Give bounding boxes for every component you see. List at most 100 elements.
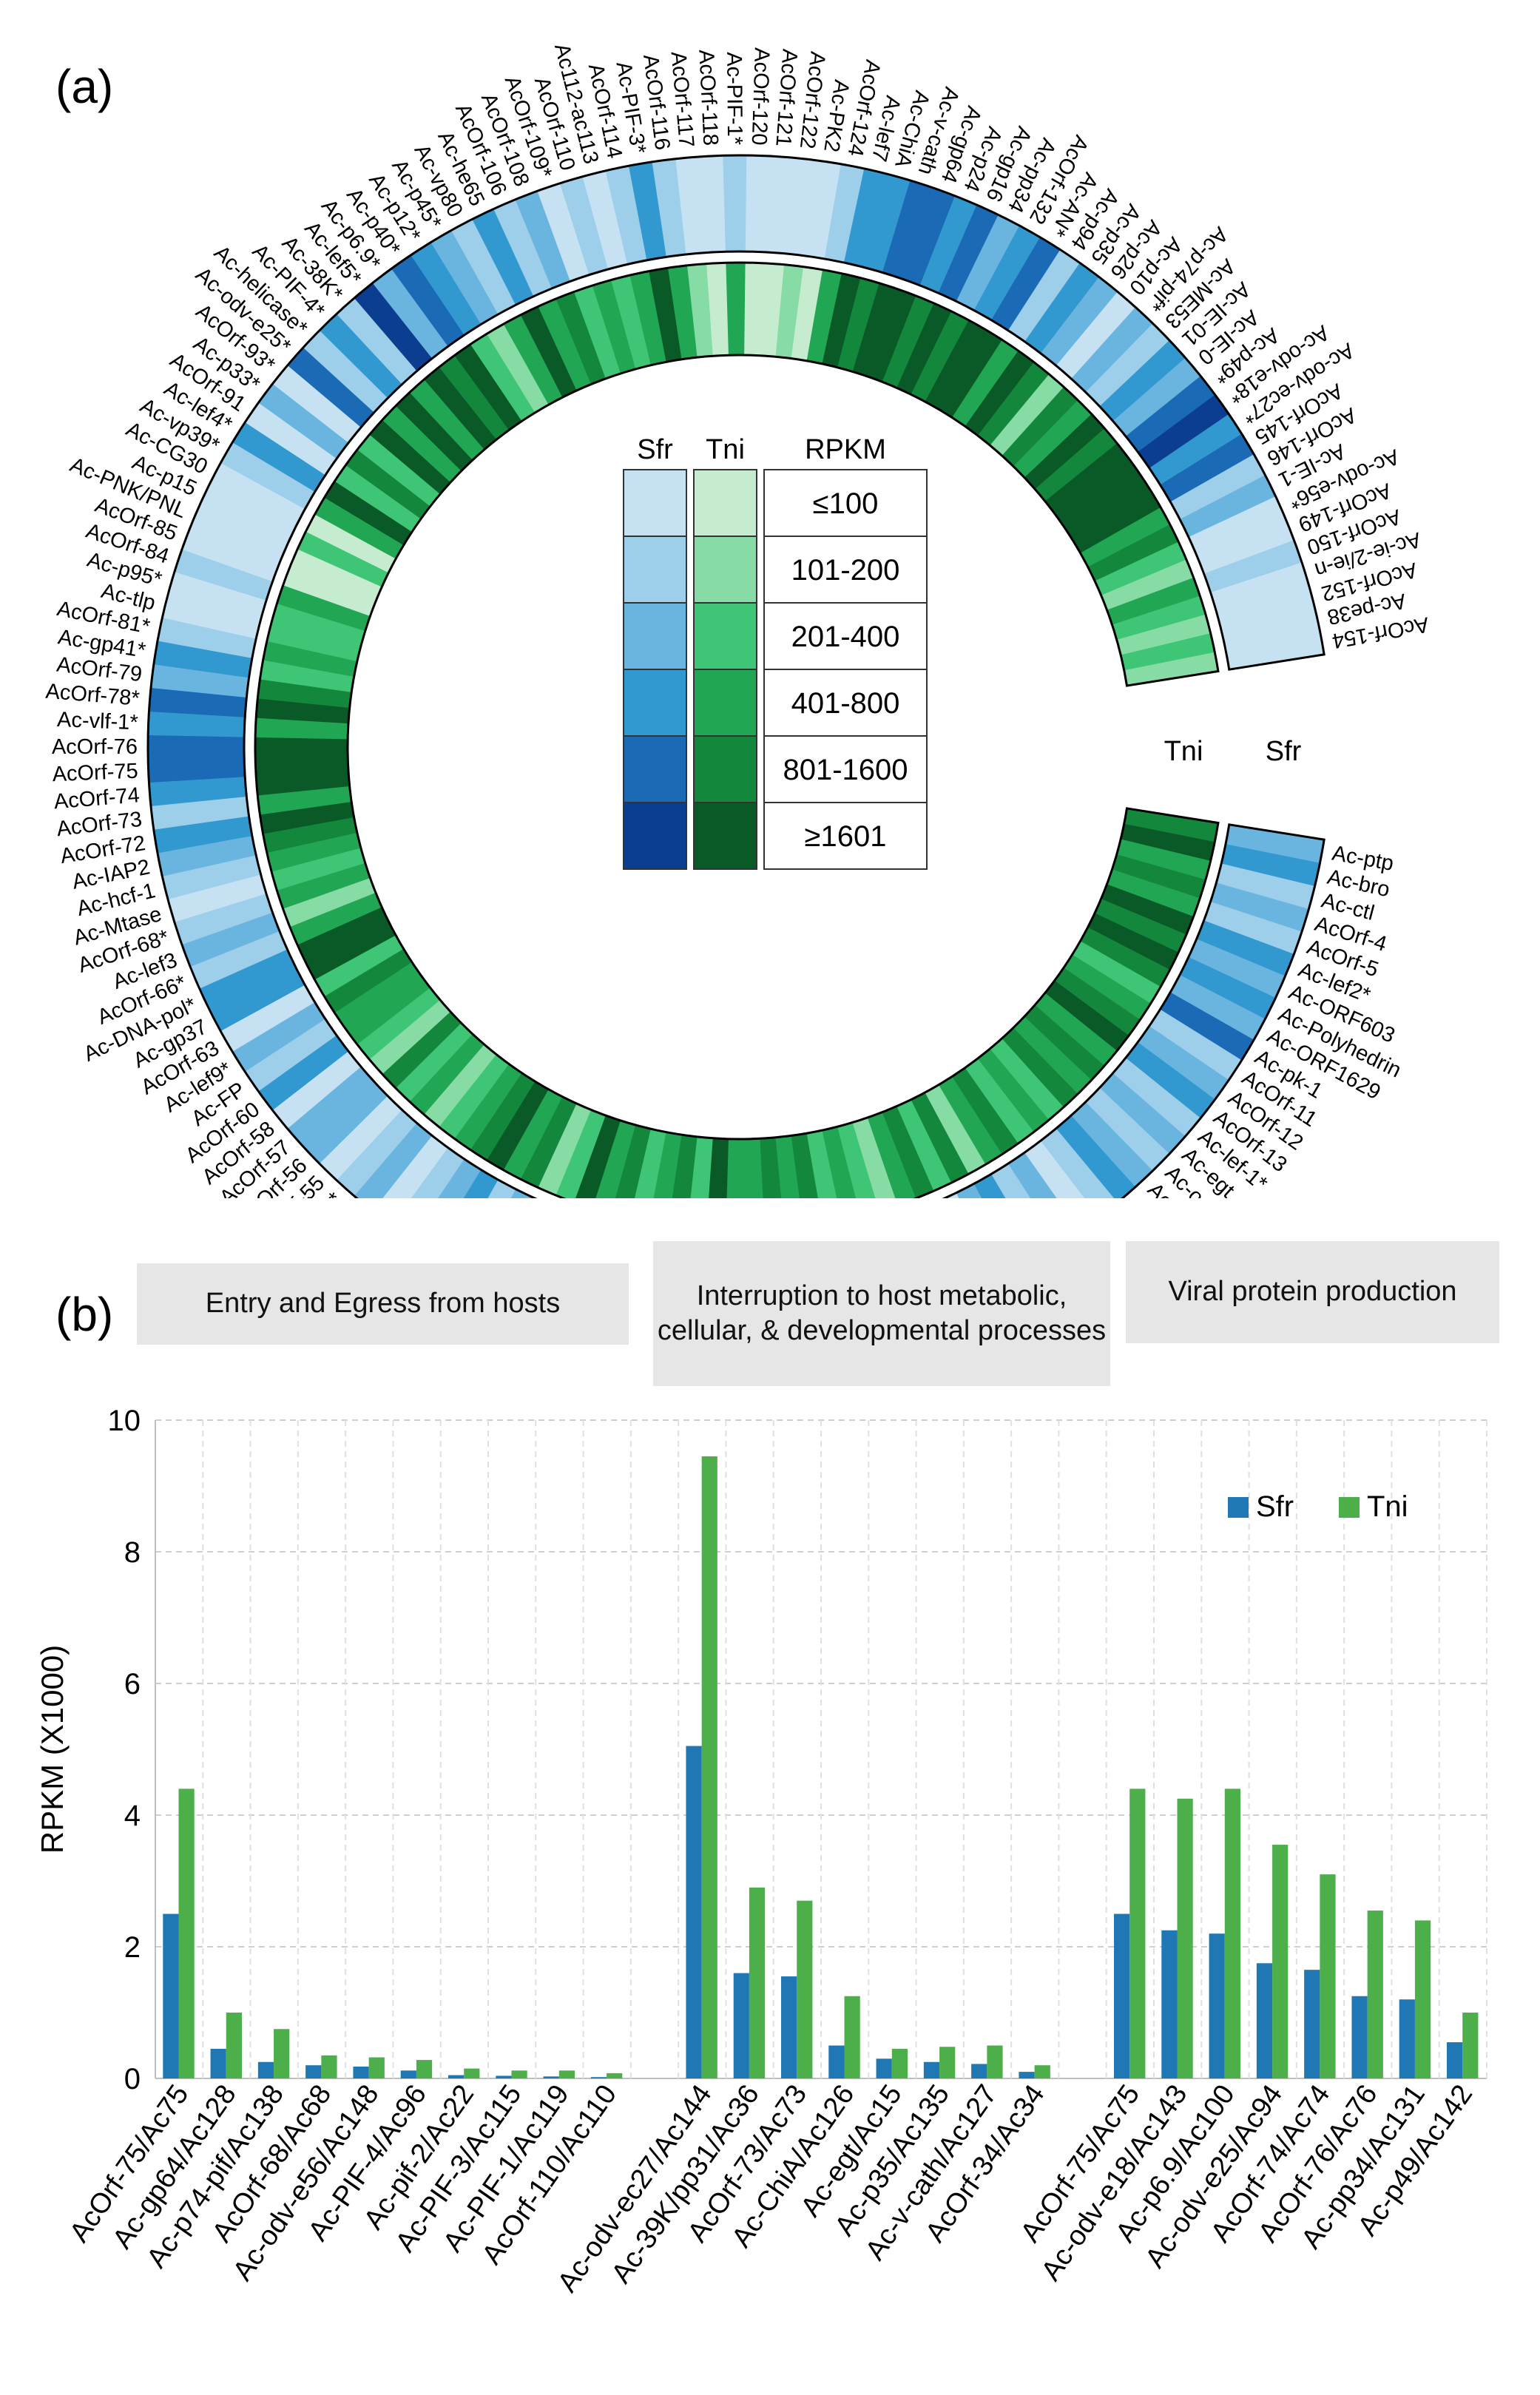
bar-sfr-g0-c4 xyxy=(353,2066,369,2078)
sfr-cell-138 xyxy=(1149,413,1243,485)
tni-cell-57 xyxy=(357,987,440,1060)
y-tick-label-4: 8 xyxy=(124,1536,141,1569)
tni-cell-15 xyxy=(1013,1016,1092,1095)
sfr-cell-69 xyxy=(157,835,257,876)
sfr-cell-54 xyxy=(319,1095,402,1180)
sfr-cell-59 xyxy=(244,1019,337,1092)
tni-cell-6 xyxy=(1094,899,1186,953)
tni-cell-130 xyxy=(977,362,1050,446)
gene-label-74: AcOrf-76 xyxy=(52,735,138,759)
tni-cell-142 xyxy=(1095,541,1187,596)
sfr-cell-119 xyxy=(843,168,888,268)
tni-cell-94 xyxy=(395,392,473,471)
sfr-cell-10 xyxy=(1149,1009,1242,1081)
bar-tni-g1-c0 xyxy=(701,1456,717,2078)
tni-cell-60 xyxy=(324,948,412,1013)
sfr-cell-93 xyxy=(303,330,388,413)
sfr-cell-139 xyxy=(1160,433,1254,502)
sfr-cell-86 xyxy=(209,462,305,527)
legend-swatch-sfr-1 xyxy=(623,536,687,604)
bar-tni-g1-c4 xyxy=(891,2048,908,2078)
bar-sfr-g1-c1 xyxy=(733,1973,749,2078)
tni-cell-129 xyxy=(965,351,1035,436)
sfr-cell-60 xyxy=(232,1001,325,1072)
tni-cell-39 xyxy=(652,1132,682,1198)
tni-cell-117 xyxy=(791,266,823,361)
bar-sfr-g0-c5 xyxy=(400,2070,416,2078)
tni-cell-30 xyxy=(806,1130,837,1198)
sfr-cell-61 xyxy=(220,984,315,1052)
sfr-cell-72 xyxy=(149,776,247,806)
tni-cell-148 xyxy=(1124,652,1219,686)
sfr-cell-6 xyxy=(1188,939,1286,999)
sfr-cell-23 xyxy=(956,1183,982,1198)
sfr-cell-52 xyxy=(354,1122,433,1198)
sfr-cell-134 xyxy=(1099,340,1186,422)
sfr-cell-91 xyxy=(272,365,362,443)
tni-cell-27 xyxy=(852,1118,896,1198)
sfr-cell-116 xyxy=(785,158,818,256)
sfr-cell-136 xyxy=(1125,376,1216,453)
sfr-cell-105 xyxy=(537,183,590,282)
tni-cell-113 xyxy=(726,263,746,356)
tni-cell-147 xyxy=(1121,633,1215,671)
y-tick-label-5: 10 xyxy=(108,1405,141,1437)
tni-cell-43 xyxy=(575,1115,621,1198)
tni-cell-108 xyxy=(629,271,667,365)
tni-cell-127 xyxy=(939,329,1003,418)
tni-cell-80 xyxy=(266,621,361,662)
tni-cell-50 xyxy=(453,1064,522,1150)
bar-tni-g2-c4 xyxy=(1320,1874,1336,2078)
tni-cell-93 xyxy=(382,405,462,483)
tni-cell-56 xyxy=(369,999,451,1075)
gene-label-113: Ac-PIF-1* xyxy=(722,52,746,145)
tni-cell-99 xyxy=(470,334,536,422)
tni-cell-62 xyxy=(305,921,396,980)
sfr-cell-55 xyxy=(303,1081,388,1164)
tni-cell-98 xyxy=(454,344,522,430)
sfr-cell-8 xyxy=(1169,974,1266,1041)
bar-tni-g2-c5 xyxy=(1367,1911,1383,2078)
tni-cell-14 xyxy=(1024,1004,1105,1081)
sfr-cell-117 xyxy=(805,160,842,259)
sfr-cell-66 xyxy=(174,893,273,945)
bar-sfr-g2-c0 xyxy=(1114,1913,1130,2078)
sfr-cell-16 xyxy=(1070,1101,1153,1188)
sfr-cell-51 xyxy=(382,1135,448,1198)
tni-cell-109 xyxy=(649,268,682,362)
bar-sfr-g1-c2 xyxy=(781,1976,797,2078)
y-tick-label-3: 6 xyxy=(124,1668,141,1700)
sfr-cell-13 xyxy=(1112,1058,1201,1137)
tni-cell-85 xyxy=(297,531,389,587)
tni-cell-42 xyxy=(595,1120,636,1198)
tni-cell-136 xyxy=(1044,443,1129,514)
legend-swatch-sfr-3 xyxy=(623,669,687,737)
sfr-cell-94 xyxy=(319,313,402,399)
gene-label-112: AcOrf-118 xyxy=(694,49,722,146)
sfr-cell-103 xyxy=(493,199,553,297)
tni-cell-23 xyxy=(911,1092,969,1183)
sfr-cell-57 xyxy=(272,1050,362,1129)
sfr-cell-21 xyxy=(990,1163,1031,1198)
sfr-cell-144 xyxy=(1203,540,1303,593)
tni-cell-41 xyxy=(615,1124,651,1198)
tni-cell-97 xyxy=(439,355,510,440)
tni-cell-75 xyxy=(255,717,348,740)
tni-cell-64 xyxy=(289,892,382,945)
bar-tni-g2-c3 xyxy=(1272,1845,1289,2078)
tni-cell-25 xyxy=(882,1106,934,1198)
tni-cell-81 xyxy=(271,603,365,646)
sfr-cell-11 xyxy=(1137,1026,1229,1100)
tni-cell-114 xyxy=(744,263,766,356)
sfr-cell-141 xyxy=(1180,475,1276,538)
circular-heatmap: Ac-ptpAc-broAc-ctlAcOrf-4AcOrf-5Ac-lef2*… xyxy=(44,41,1431,1198)
tni-cell-144 xyxy=(1107,577,1200,626)
tni-cell-70 xyxy=(260,801,354,834)
bar-tni-g1-c3 xyxy=(844,1996,860,2078)
sfr-cell-129 xyxy=(1024,263,1100,354)
tni-cell-35 xyxy=(726,1138,746,1198)
sfr-cell-49 xyxy=(437,1158,482,1198)
tni-cell-112 xyxy=(706,263,729,357)
bar-sfr-g1-c7 xyxy=(1019,2072,1035,2078)
